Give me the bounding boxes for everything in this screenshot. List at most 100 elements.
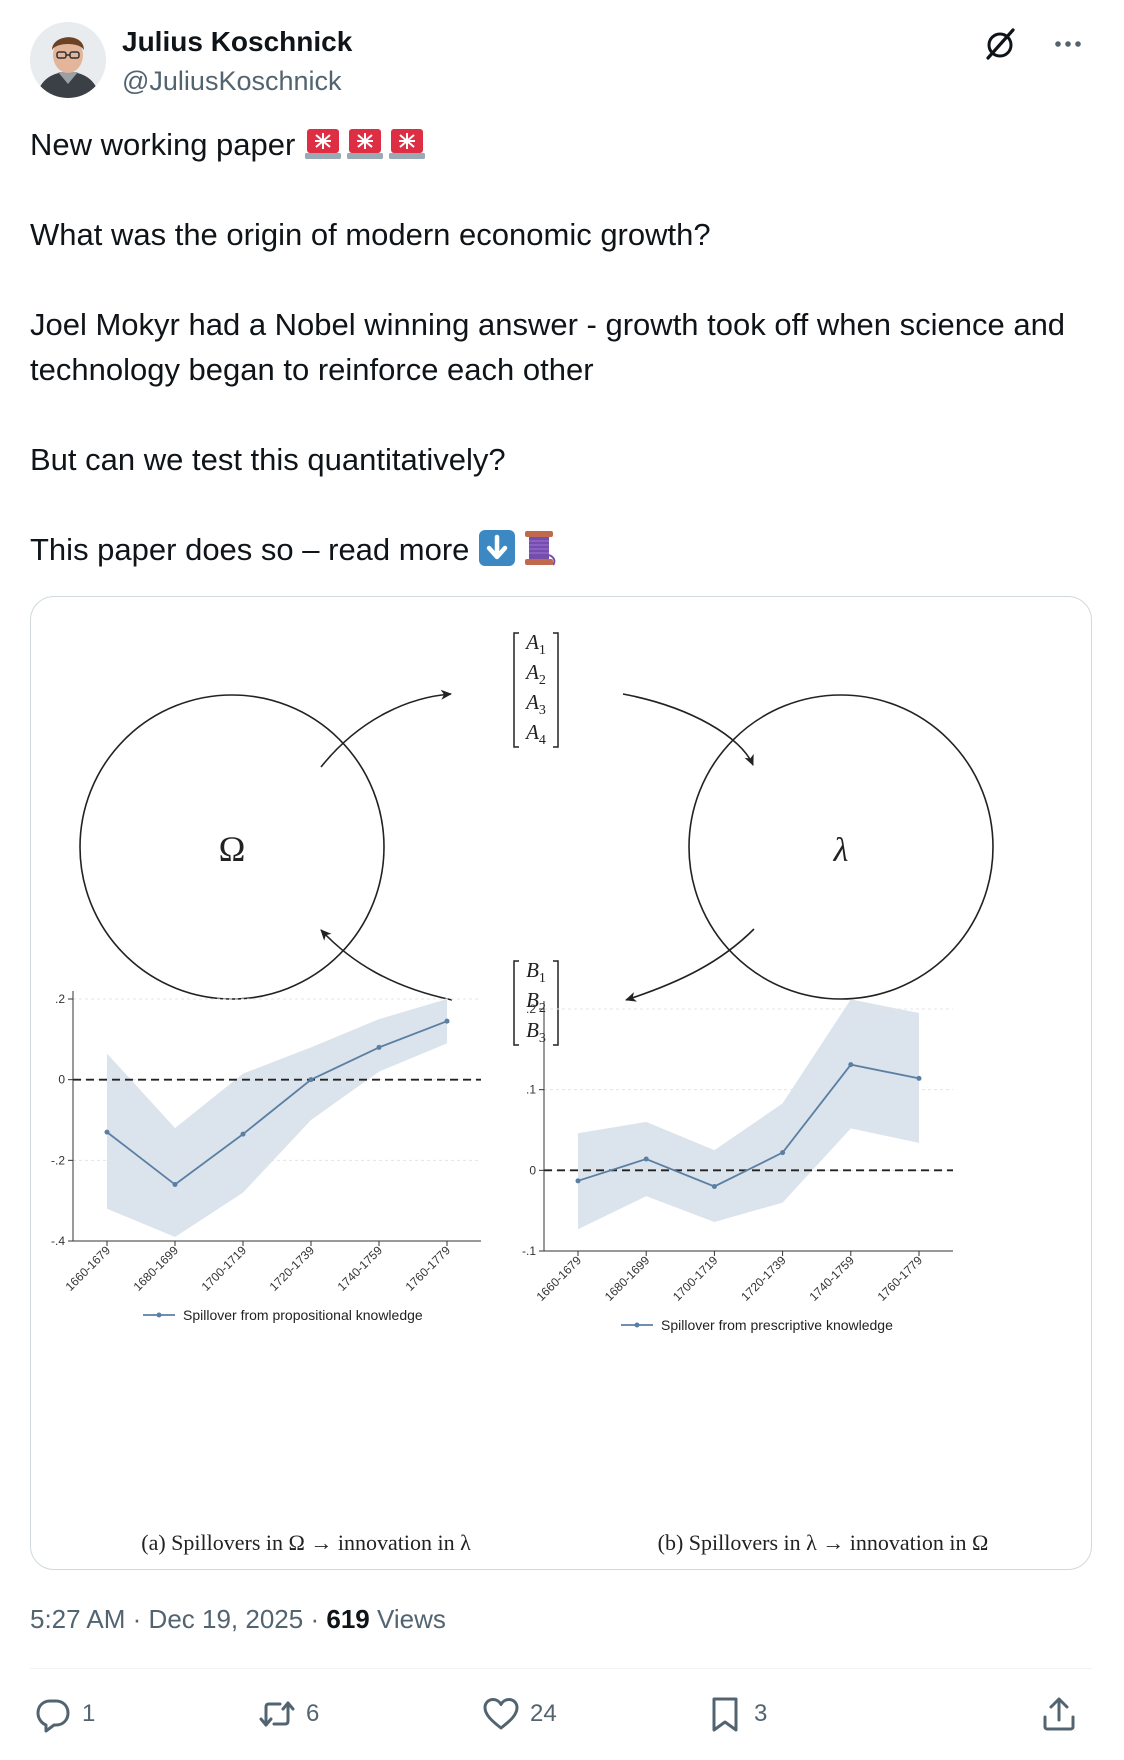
data-point [848,1062,854,1068]
x-tick-label: 1680-1699 [131,1243,182,1294]
legend-label: Spillover from prescriptive knowledge [661,1317,893,1333]
series-line [106,1020,448,1186]
data-point [240,1131,246,1137]
rotating-light-icon [346,129,383,159]
series-line [577,1063,920,1188]
legend-label: Spillover from propositional knowledge [183,1307,423,1323]
data-point [444,1018,450,1024]
rotating-light-icon [304,129,341,159]
tweet-line: What was the origin of modern economic g… [30,217,711,252]
y-tick-label: 0 [529,1163,536,1177]
x-tick-label: 1660-1679 [63,1243,114,1294]
grok-icon[interactable] [980,24,1020,64]
y-tick-label: 0 [58,1073,65,1087]
x-tick-label: 1680-1699 [602,1253,653,1304]
bookmark-count: 3 [754,1700,768,1727]
x-tick-label: 1700-1719 [199,1243,250,1294]
data-point [780,1150,786,1156]
share-icon [1043,1697,1075,1731]
data-point [711,1183,717,1189]
repost-button[interactable]: 6 [258,1686,319,1742]
tweet-text: New working paper What was the origin of… [30,122,1090,572]
y-tick-label: -.4 [51,1234,65,1248]
author-handle[interactable]: @JuliusKoschnick [122,66,342,96]
arrow-b-to-omega [320,929,453,1001]
lambda-circle [688,694,994,1000]
bookmark-button[interactable]: 3 [706,1686,767,1742]
x-tick-label: 1760-1779 [875,1253,926,1304]
a-vector: A1 A2 A3 A4 [513,630,559,748]
separator: · [310,1604,320,1634]
views-label: Views [376,1604,446,1634]
views-count: 619 [326,1604,370,1634]
like-count: 24 [530,1700,557,1727]
tweet-line-text: This paper does so – read more [30,532,470,567]
like-icon [483,1698,519,1730]
x-tick-label: 1740-1759 [806,1253,857,1304]
lambda-label: λ [833,832,849,869]
more-icon[interactable] [1048,24,1088,64]
author-name[interactable]: Julius Koschnick [122,26,353,57]
b-vector: B1 B2 B3 [513,958,559,1046]
like-button[interactable]: 24 [482,1686,557,1742]
media-image[interactable]: Ω λ A1 A2 A3 A4 B1 B2 B3 [30,596,1092,1570]
tweet-date[interactable]: Dec 19, 2025 [148,1604,304,1634]
data-point [575,1178,581,1184]
data-point [308,1077,314,1083]
tweet-header: Julius Koschnick @JuliusKoschnick [30,22,1094,102]
x-tick-label: 1720-1739 [738,1253,789,1304]
vector-entry: A4 [524,720,546,748]
diagram: Ω λ A1 A2 A3 A4 B1 B2 B3 [79,630,994,1046]
tweet-line: Joel Mokyr had a Nobel winning answer - … [30,307,1066,387]
x-tick-label: 1760-1779 [403,1243,454,1294]
spool-of-thread-icon [525,531,556,566]
tweet-meta: 5:27 AM · Dec 19, 2025 · 619 Views [30,1604,446,1635]
separator: · [132,1604,142,1634]
arrow-a-to-lambda [622,693,754,766]
avatar[interactable] [30,22,106,98]
data-point [172,1182,178,1188]
data-point [916,1075,922,1081]
vector-entry: A3 [524,690,546,718]
x-tick-label: 1700-1719 [670,1253,721,1304]
down-arrow-icon [479,530,516,566]
figure-svg: Ω λ A1 A2 A3 A4 B1 B2 B3 [51,630,994,1555]
y-tick-label: .2 [55,992,65,1006]
caption-a: (a) Spillovers in Ω → innovation in λ [141,1530,471,1555]
y-tick-label: -.2 [51,1153,65,1167]
tweet-line: This paper does so – read more [30,527,1090,572]
omega-label: Ω [219,829,246,869]
reply-count: 1 [82,1700,96,1727]
arrow-omega-to-a [320,689,452,768]
tweet-time[interactable]: 5:27 AM [30,1604,126,1634]
rotating-light-icon [388,129,425,159]
tweet-line: New working paper [30,122,1090,167]
tweet-line-text: New working paper [30,127,296,162]
data-point [104,1129,110,1135]
y-tick-label: -.1 [522,1244,536,1258]
vector-entry: B1 [526,958,546,986]
tweet-line: But can we test this quantitatively? [30,442,506,477]
legend-marker [634,1322,640,1328]
data-point [376,1044,382,1050]
action-bar: 1 6 24 3 [30,1686,1092,1742]
data-point [643,1156,649,1162]
x-tick-label: 1720-1739 [267,1243,318,1294]
y-tick-label: .1 [526,1083,536,1097]
divider [30,1668,1092,1669]
legend-marker [156,1312,162,1318]
bookmark-icon [712,1697,738,1732]
vector-entry: A2 [524,660,546,688]
reply-button[interactable]: 1 [34,1686,95,1742]
vector-entry: B3 [526,1018,546,1046]
caption-b: (b) Spillovers in λ → innovation in Ω [658,1530,989,1555]
reply-icon [36,1699,70,1733]
y-tick-label: .2 [526,1002,536,1016]
x-tick-label: 1740-1759 [335,1243,386,1294]
arrow-lambda-to-b [625,928,755,1002]
confidence-band [578,999,919,1230]
share-button[interactable] [1040,1686,1088,1742]
repost-icon [259,1701,295,1727]
